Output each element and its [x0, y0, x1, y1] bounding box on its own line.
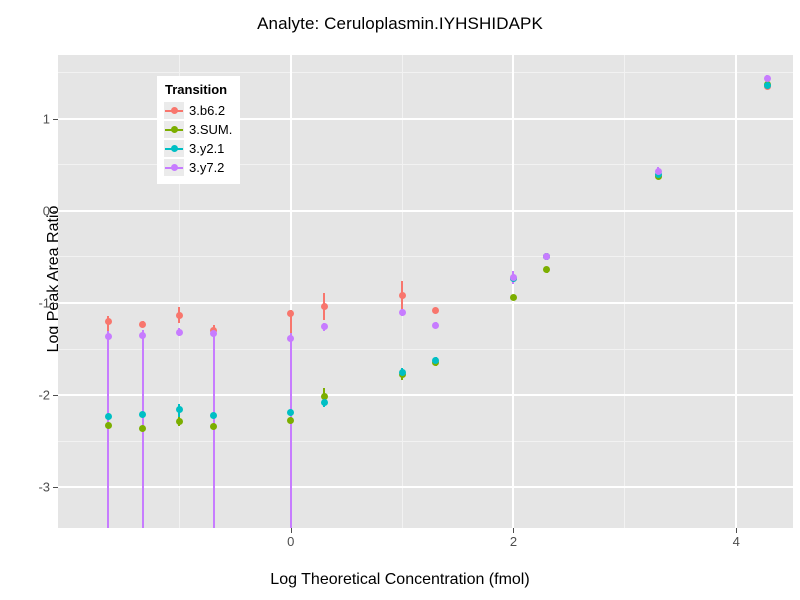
data-point	[432, 306, 440, 314]
y-axis-tick-label: 1	[42, 111, 50, 127]
data-point	[139, 331, 147, 339]
data-point	[104, 332, 112, 340]
gridline-minor-vertical	[178, 55, 180, 528]
gridline-minor-horizontal	[58, 348, 793, 350]
data-point	[139, 320, 147, 328]
data-point	[654, 167, 662, 175]
legend-key-swatch	[164, 159, 184, 176]
data-point	[104, 422, 112, 430]
data-point	[654, 171, 662, 179]
data-point	[287, 309, 295, 317]
legend-key-point	[171, 145, 178, 152]
data-point	[398, 368, 406, 376]
legend-item-label: 3.y7.2	[189, 160, 225, 175]
data-point	[104, 317, 112, 325]
data-point	[509, 273, 517, 281]
legend-key-point	[171, 107, 178, 114]
data-point	[139, 411, 147, 419]
gridline-minor-horizontal	[58, 164, 793, 166]
data-point	[175, 329, 183, 337]
gridline-major-vertical	[289, 55, 292, 528]
x-axis-tick-label: 0	[287, 534, 295, 549]
x-axis-tick-mark	[513, 528, 515, 533]
y-axis-tick-mark	[53, 487, 58, 489]
gridline-minor-vertical	[624, 55, 626, 528]
legend-item-label: 3.y2.1	[189, 141, 225, 156]
y-axis-tick-mark	[53, 210, 58, 212]
gridline-major-vertical	[735, 55, 738, 528]
data-point	[320, 303, 328, 311]
y-axis-tick-mark	[53, 303, 58, 305]
gridline-minor-horizontal	[58, 440, 793, 442]
data-point	[175, 311, 183, 319]
data-point	[210, 329, 218, 337]
x-axis-tick-label: 4	[732, 534, 740, 549]
legend-item-3-b6-2[interactable]: 3.b6.2	[164, 101, 232, 120]
data-point	[398, 292, 406, 300]
data-point	[509, 293, 517, 301]
legend-item-3-y2-1[interactable]: 3.y2.1	[164, 139, 232, 158]
data-point	[763, 74, 771, 82]
y-axis-tick-mark	[53, 118, 58, 120]
legend-item-label: 3.b6.2	[189, 103, 226, 118]
legend-title: Transition	[165, 82, 228, 97]
data-point	[287, 409, 295, 417]
gridline-major-horizontal	[58, 394, 793, 397]
gridline-major-horizontal	[58, 117, 793, 120]
legend-key-swatch	[164, 102, 184, 119]
legend-key-swatch	[164, 121, 184, 138]
data-point	[287, 416, 295, 424]
data-point	[320, 399, 328, 407]
data-point	[432, 356, 440, 364]
legend-key-swatch	[164, 140, 184, 157]
data-point	[763, 81, 771, 89]
data-point	[432, 321, 440, 329]
data-point	[175, 418, 183, 426]
gridline-minor-horizontal	[58, 72, 793, 74]
data-point	[104, 412, 112, 420]
y-axis-tick-label: 0	[42, 203, 50, 219]
y-axis-tick-label: -2	[38, 387, 50, 403]
gridline-major-horizontal	[58, 209, 793, 212]
legend: Transition 3.b6.2 3.SUM. 3.y2.1 3.y7.2	[157, 76, 241, 184]
data-point	[287, 334, 295, 342]
x-axis-tick-mark	[290, 528, 292, 533]
data-point	[398, 308, 406, 316]
x-axis-label: Log Theoretical Concentration (fmol)	[270, 571, 530, 588]
data-point	[320, 392, 328, 400]
x-axis-tick-mark	[736, 528, 738, 533]
legend-item-3-y7-2[interactable]: 3.y7.2	[164, 158, 232, 177]
legend-key-point	[171, 126, 178, 133]
gridline-major-horizontal	[58, 302, 793, 305]
data-point	[320, 323, 328, 331]
legend-key-point	[171, 164, 178, 171]
y-axis-tick-label: -3	[38, 479, 50, 495]
legend-item-label: 3.SUM.	[189, 122, 233, 137]
data-point	[139, 424, 147, 432]
y-axis-tick-mark	[53, 395, 58, 397]
gridline-major-vertical	[512, 55, 515, 528]
data-point	[210, 412, 218, 419]
error-bar	[289, 332, 292, 528]
error-bar	[107, 330, 110, 528]
data-point	[210, 423, 218, 431]
data-point	[175, 406, 183, 414]
x-axis-tick-label: 2	[509, 534, 518, 549]
data-point	[543, 252, 551, 260]
y-axis-tick-label: -1	[38, 295, 50, 311]
legend-items: 3.b6.2 3.SUM. 3.y2.1 3.y7.2	[164, 101, 232, 177]
legend-item-3-sum-[interactable]: 3.SUM.	[164, 120, 232, 139]
data-point	[543, 266, 551, 274]
gridline-minor-horizontal	[58, 256, 793, 258]
gridline-major-horizontal	[58, 486, 793, 489]
chart-title: Analyte: Ceruloplasmin.IYHSHIDAPK	[257, 14, 543, 33]
